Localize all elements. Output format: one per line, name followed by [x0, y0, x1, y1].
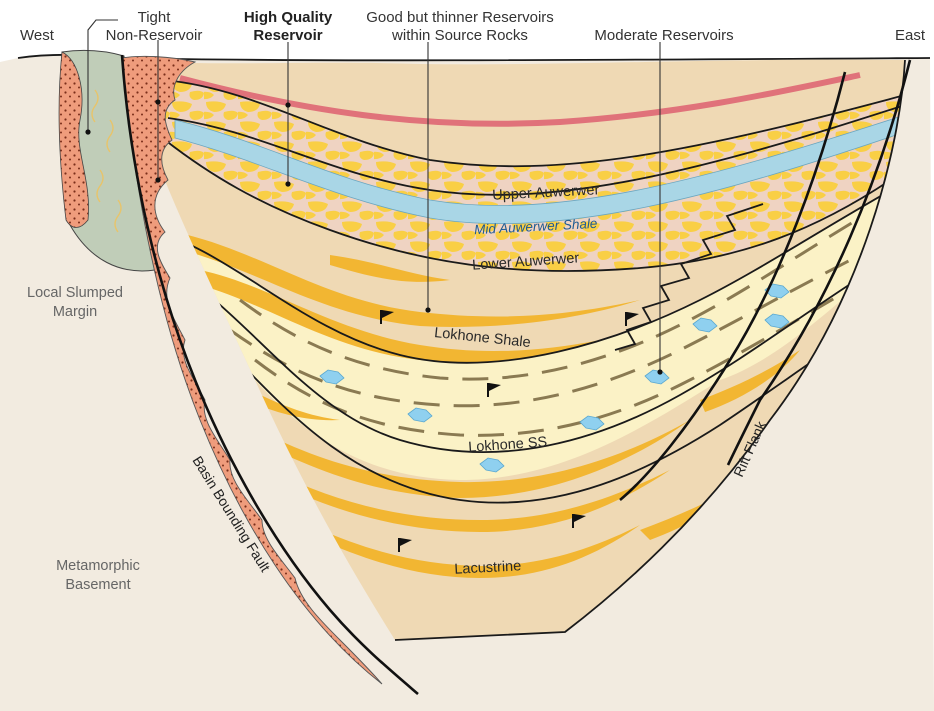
gas-marker [764, 313, 790, 329]
auwerwer-package [165, 80, 905, 272]
flag-icon [487, 383, 501, 397]
basin-outline [394, 59, 906, 641]
flag-icon [625, 312, 639, 326]
label-local-slumped: Local Slumped [27, 285, 123, 301]
lokhone-shale-sand-lenses [175, 232, 640, 363]
flag-icon [380, 310, 394, 324]
basin-bounding-fault [120, 54, 419, 695]
lokhone-ss-layer [150, 185, 900, 480]
label-lacustrine: Lacustrine [454, 558, 522, 577]
label-high-quality: High Quality [244, 9, 333, 26]
label-west: West [20, 27, 55, 44]
gas-marker [407, 407, 433, 423]
slumped-wavy-lines [91, 89, 122, 233]
label-non-reservoir: Non-Reservoir [106, 27, 203, 44]
gas-marker [644, 369, 670, 385]
gas-marker [579, 415, 605, 431]
label-thin-reservoirs: Good but thinner Reservoirs [366, 9, 554, 26]
label-margin: Margin [53, 304, 97, 320]
flag-icon [398, 538, 412, 552]
flag-icon [572, 514, 586, 528]
gas-marker [692, 317, 718, 333]
label-lower-auwerwer: Lower Auwerwer [472, 250, 580, 273]
label-source-rocks: within Source Rocks [391, 27, 528, 44]
leader-lines [85, 19, 663, 375]
gas-markers [319, 283, 790, 473]
gas-marker [479, 457, 505, 473]
label-metamorphic: Metamorphic [56, 558, 140, 574]
fault-breccia [121, 55, 383, 685]
rift-flank-fault [726, 59, 912, 466]
lokhone-ss-dashes [229, 216, 881, 437]
label-moderate-reservoirs: Moderate Reservoirs [594, 27, 733, 44]
rift-fault [619, 71, 847, 501]
flags [380, 310, 639, 552]
label-reservoir: Reservoir [253, 27, 322, 44]
formation-boundaries [149, 79, 905, 504]
label-mid-auwerwer-shale: Mid Auwerwer Shale [474, 216, 598, 237]
gas-marker [319, 369, 345, 385]
zigzag-facies-boundary [614, 203, 764, 351]
label-upper-auwerwer: Upper Auwerwer [492, 182, 600, 204]
label-tight: Tight [138, 9, 172, 26]
label-basement: Basement [65, 577, 130, 593]
mid-auwerwer-shale-layer [174, 114, 905, 225]
gas-marker [764, 283, 790, 299]
label-lokhone-ss: Lokhone SS [468, 434, 548, 455]
slumped-margin-breccia [58, 51, 89, 228]
label-east: East [895, 27, 926, 44]
